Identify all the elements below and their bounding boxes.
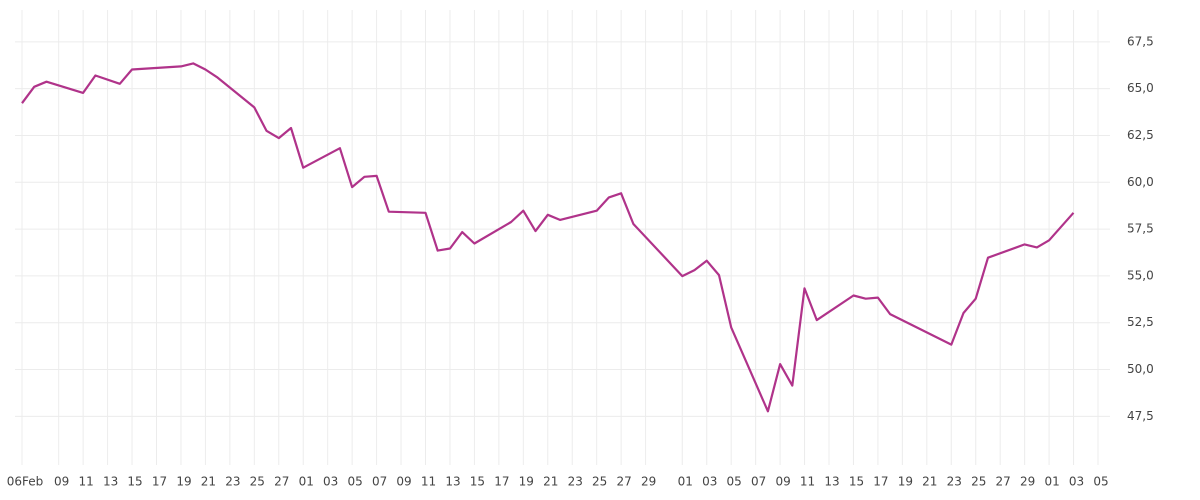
y-tick-label: 55,0 xyxy=(1127,268,1154,282)
x-tick-label: 03 xyxy=(702,475,717,489)
x-tick-label: 19 xyxy=(898,475,913,489)
x-tick-label: 03 xyxy=(323,475,338,489)
y-tick-label: 65,0 xyxy=(1127,81,1154,95)
x-tick-label: 21 xyxy=(201,475,216,489)
x-tick-label: 23 xyxy=(568,475,583,489)
x-tick-label: 13 xyxy=(824,475,839,489)
x-tick-label: 17 xyxy=(494,475,509,489)
x-tick-label: 21 xyxy=(922,475,937,489)
x-tick-label: 23 xyxy=(225,475,240,489)
x-tick-label: 11 xyxy=(800,475,815,489)
x-tick-label: 27 xyxy=(274,475,289,489)
x-tick-label: 29 xyxy=(1020,475,1035,489)
x-tick-label: 23 xyxy=(947,475,962,489)
x-tick-label: 13 xyxy=(103,475,118,489)
y-tick-label: 52,5 xyxy=(1127,315,1154,329)
x-tick-label: 17 xyxy=(873,475,888,489)
x-tick-label: 09 xyxy=(54,475,69,489)
x-tick-label: 09 xyxy=(775,475,790,489)
plot-area xyxy=(15,10,1110,465)
x-tick-label: 15 xyxy=(470,475,485,489)
x-tick-label: 19 xyxy=(519,475,534,489)
y-tick-label: 50,0 xyxy=(1127,362,1154,376)
x-tick-label: 07 xyxy=(372,475,387,489)
x-tick-label: 15 xyxy=(849,475,864,489)
x-tick-label: 05 xyxy=(1093,475,1108,489)
x-tick-label: 01 xyxy=(678,475,693,489)
price-line xyxy=(21,62,1075,413)
y-tick-label: 57,5 xyxy=(1127,222,1154,236)
y-tick-label: 67,5 xyxy=(1127,34,1154,48)
x-tick-label: 07 xyxy=(751,475,766,489)
x-tick-label: 25 xyxy=(971,475,986,489)
y-tick-label: 60,0 xyxy=(1127,175,1154,189)
y-tick-label: 47,5 xyxy=(1127,409,1154,423)
x-tick-label: 13 xyxy=(445,475,460,489)
x-tick-label: 01 xyxy=(299,475,314,489)
x-tick-label: 21 xyxy=(543,475,558,489)
x-tick-label: 06Feb xyxy=(7,475,44,489)
x-tick-label: 29 xyxy=(641,475,656,489)
x-tick-label: 17 xyxy=(152,475,167,489)
x-tick-label: 01 xyxy=(1044,475,1059,489)
x-tick-label: 05 xyxy=(347,475,362,489)
x-tick-label: 25 xyxy=(592,475,607,489)
x-tick-label: 25 xyxy=(250,475,265,489)
y-tick-label: 62,5 xyxy=(1127,128,1154,142)
x-tick-label: 11 xyxy=(421,475,436,489)
x-tick-label: 27 xyxy=(996,475,1011,489)
x-tick-label: 19 xyxy=(176,475,191,489)
x-tick-label: 11 xyxy=(78,475,93,489)
x-tick-label: 15 xyxy=(127,475,142,489)
x-tick-label: 09 xyxy=(396,475,411,489)
x-tick-label: 05 xyxy=(727,475,742,489)
x-tick-label: 03 xyxy=(1069,475,1084,489)
x-tick-label: 27 xyxy=(616,475,631,489)
